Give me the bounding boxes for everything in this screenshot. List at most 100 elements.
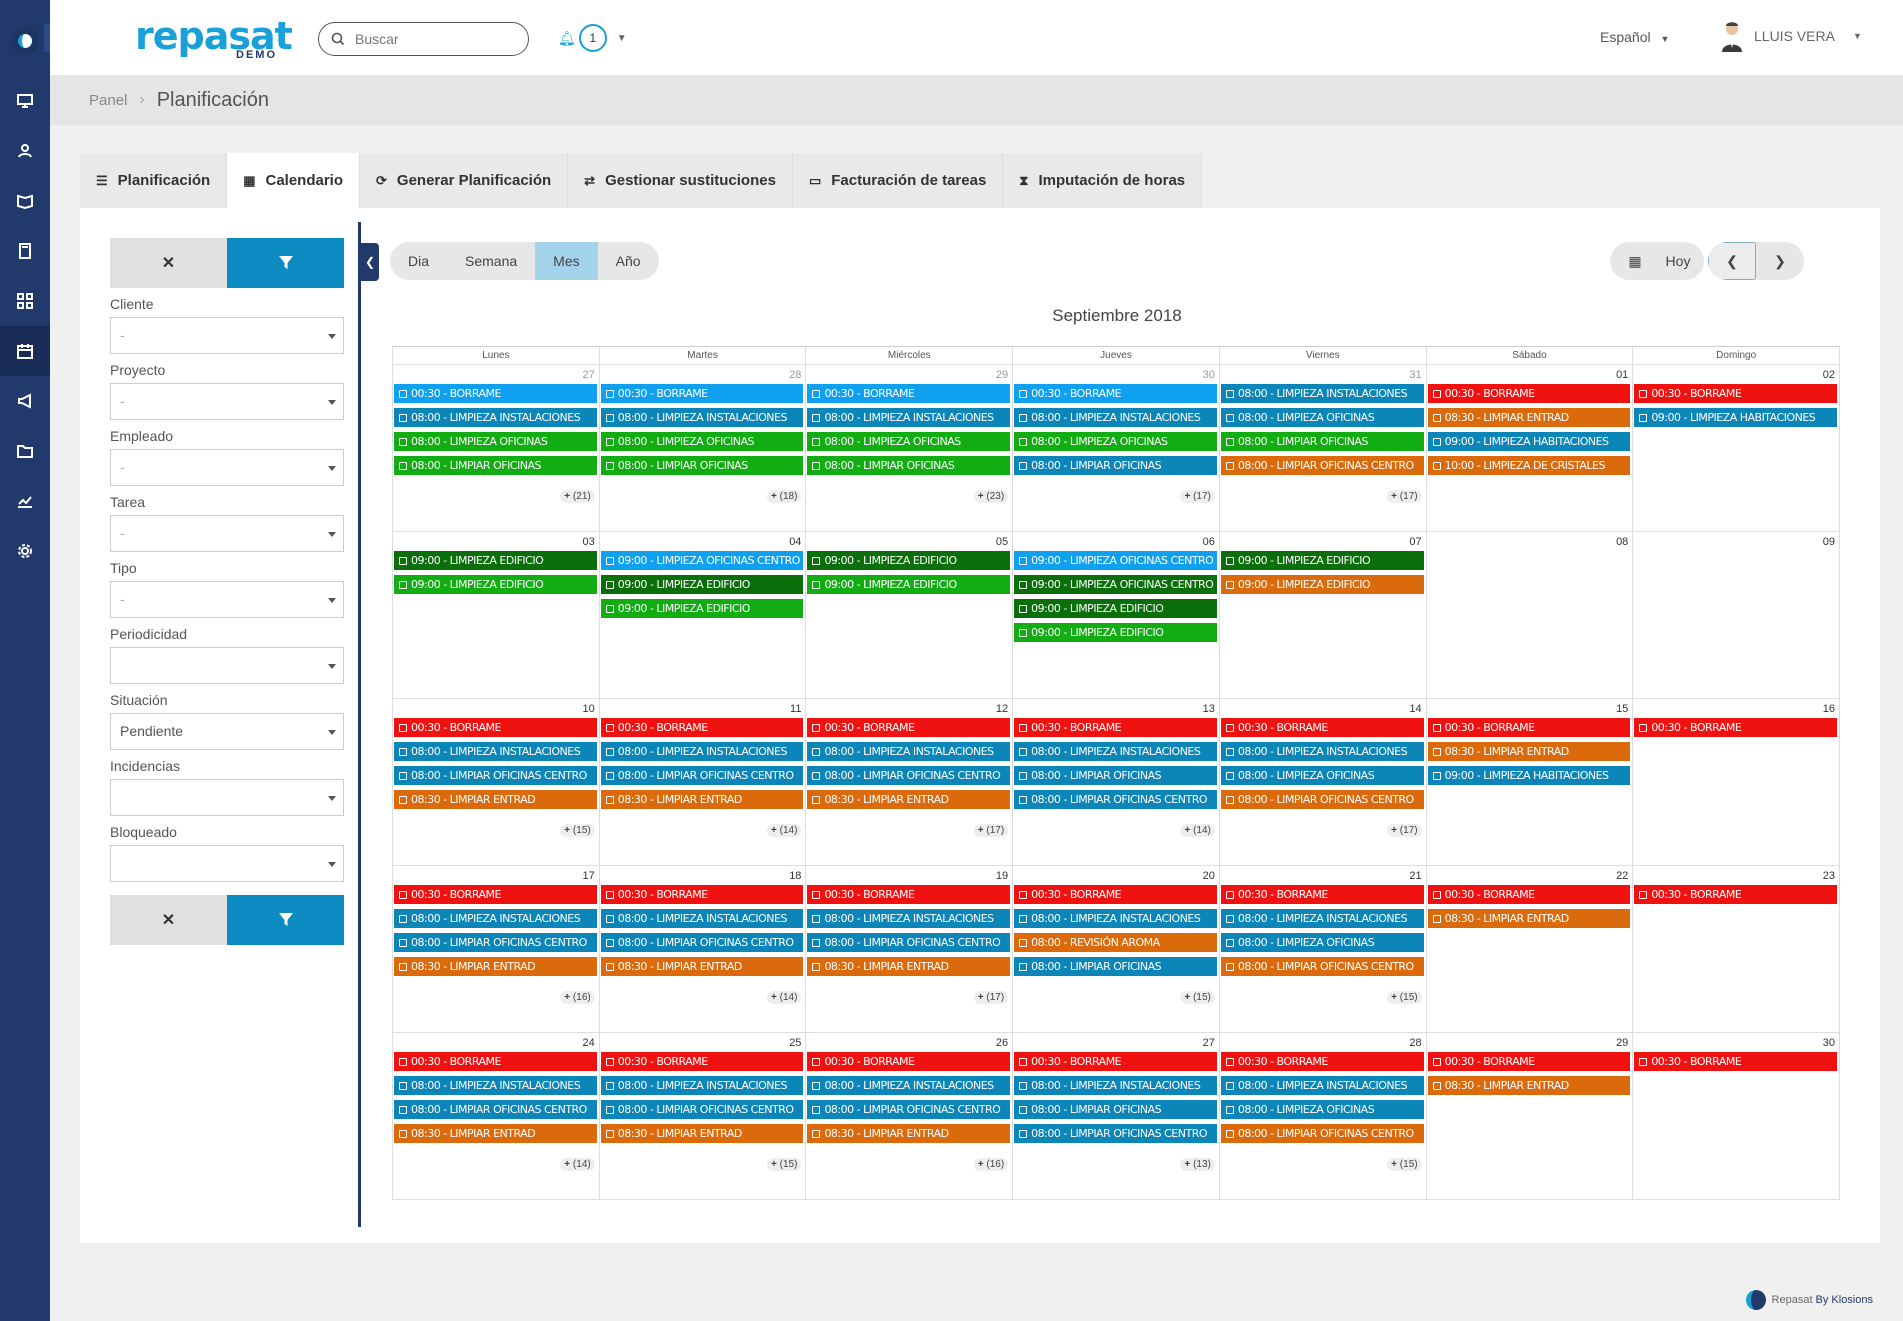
day-cell[interactable]: 01 00:30 - BORRAME 08:30 - LIMPIAR ENTRAD 0… xyxy=(1427,365,1634,531)
day-cell[interactable]: 10 00:30 - BORRAME 08:00 - LIMPIEZA INSTAL… xyxy=(393,699,600,865)
day-number[interactable]: 30 xyxy=(1822,1037,1836,1049)
day-number[interactable]: 03 xyxy=(582,536,595,548)
day-cell[interactable]: 14 00:30 - BORRAME 08:00 - LIMPIEZA INSTAL… xyxy=(1220,699,1427,865)
calendar-event[interactable]: 00:30 - BORRAME xyxy=(1014,1052,1217,1071)
tab-gestionar-sustituciones[interactable]: ⇄ Gestionar sustituciones xyxy=(568,153,793,208)
calendar-event[interactable]: 08:00 - LIMPIAR OFICINAS CENTRO xyxy=(600,933,804,952)
calendar-event[interactable]: 08:00 - LIMPIAR OFICINAS xyxy=(600,456,804,475)
calendar-event[interactable]: 09:00 - LIMPIEZA HABITACIONES xyxy=(1427,766,1631,785)
calendar-event[interactable]: 08:00 - LIMPIAR OFICINAS CENTRO xyxy=(807,766,1011,785)
language-select[interactable]: Español ▼ xyxy=(1600,29,1669,45)
notifications[interactable]: 🔔︎ 1 ▼ xyxy=(558,24,627,52)
tab-calendario[interactable]: ▦ Calendario xyxy=(227,153,361,208)
day-cell[interactable]: 30 00:30 - BORRAME xyxy=(1633,1033,1841,1199)
search-input[interactable] xyxy=(355,31,505,47)
calendar-event[interactable]: 08:00 - LIMPIEZA INSTALACIONES xyxy=(807,742,1011,761)
calendar-event[interactable]: 09:00 - LIMPIEZA EDIFICIO xyxy=(1014,623,1217,642)
more-events-button[interactable]: + (15) xyxy=(1387,991,1422,1004)
calendar-event[interactable]: 09:00 - LIMPIEZA EDIFICIO xyxy=(1014,599,1217,618)
calendar-event[interactable]: 00:30 - BORRAME xyxy=(1220,885,1424,904)
day-number[interactable]: 10 xyxy=(582,703,595,715)
calendar-event[interactable]: 00:30 - BORRAME xyxy=(807,1052,1011,1071)
calendar-event[interactable]: 00:30 - BORRAME xyxy=(1014,718,1217,737)
search-box[interactable] xyxy=(318,22,529,56)
day-number[interactable]: 14 xyxy=(1409,703,1422,715)
calendar-event[interactable]: 00:30 - BORRAME xyxy=(1634,384,1838,403)
calendar-event[interactable]: 09:00 - LIMPIEZA EDIFICIO xyxy=(394,551,597,570)
calendar-event[interactable]: 09:00 - LIMPIEZA EDIFICIO xyxy=(394,575,597,594)
day-number[interactable]: 30 xyxy=(1202,369,1215,381)
more-events-button[interactable]: + (17) xyxy=(1387,824,1422,837)
day-cell[interactable]: 08 xyxy=(1427,532,1634,698)
calendar-event[interactable]: 08:00 - LIMPIAR OFICINAS CENTRO xyxy=(600,1100,804,1119)
clear-filters-button[interactable]: ✕ xyxy=(110,238,227,288)
calendar-event[interactable]: 08:00 - LIMPIAR OFICINAS CENTRO xyxy=(1220,957,1424,976)
day-cell[interactable]: 28 00:30 - BORRAME 08:00 - LIMPIEZA INSTAL… xyxy=(600,365,807,531)
more-events-button[interactable]: + (15) xyxy=(767,1158,802,1171)
day-cell[interactable]: 02 00:30 - BORRAME 09:00 - LIMPIEZA HABITA… xyxy=(1633,365,1841,531)
more-events-button[interactable]: + (17) xyxy=(1387,490,1422,503)
calendar-event[interactable]: 08:00 - LIMPIAR OFICINAS xyxy=(1014,456,1217,475)
more-events-button[interactable]: + (14) xyxy=(1180,824,1215,837)
filter-select-empleado[interactable]: - xyxy=(110,449,344,486)
collapse-filters-button[interactable]: ❮ xyxy=(361,243,379,281)
day-cell[interactable]: 19 00:30 - BORRAME 08:00 - LIMPIEZA INSTAL… xyxy=(806,866,1014,1032)
calendar-event[interactable]: 00:30 - BORRAME xyxy=(1220,718,1424,737)
calendar-event[interactable]: 08:00 - LIMPIEZA INSTALACIONES xyxy=(1014,742,1217,761)
calendar-event[interactable]: 08:00 - LIMPIAR OFICINAS xyxy=(807,456,1011,475)
day-cell[interactable]: 06 09:00 - LIMPIEZA OFICINAS CENTRO 09:00 … xyxy=(1013,532,1220,698)
calendar-event[interactable]: 08:00 - LIMPIEZA INSTALACIONES xyxy=(600,742,804,761)
day-number[interactable]: 18 xyxy=(789,870,802,882)
calendar-event[interactable]: 08:00 - LIMPIEZA INSTALACIONES xyxy=(1220,1076,1424,1095)
day-number[interactable]: 15 xyxy=(1616,703,1629,715)
day-number[interactable]: 25 xyxy=(789,1037,802,1049)
grid-icon[interactable] xyxy=(0,276,50,326)
folder-icon[interactable] xyxy=(0,426,50,476)
day-cell[interactable]: 29 00:30 - BORRAME 08:00 - LIMPIEZA INSTAL… xyxy=(806,365,1014,531)
calendar-event[interactable]: 09:00 - LIMPIEZA HABITACIONES xyxy=(1427,432,1631,451)
calendar-event[interactable]: 08:00 - LIMPIEZA INSTALACIONES xyxy=(1220,384,1424,403)
calculator-icon[interactable] xyxy=(0,226,50,276)
calendar-event[interactable]: 09:00 - LIMPIEZA EDIFICIO xyxy=(807,575,1011,594)
calendar-event[interactable]: 08:30 - LIMPIAR ENTRAD xyxy=(600,790,804,809)
calendar-event[interactable]: 08:00 - LIMPIEZA INSTALACIONES xyxy=(600,1076,804,1095)
calendar-event[interactable]: 08:00 - LIMPIEZA INSTALACIONES xyxy=(1014,408,1217,427)
tab-imputacion-horas[interactable]: ⧗ Imputación de horas xyxy=(1003,153,1203,208)
day-number[interactable]: 28 xyxy=(1409,1037,1422,1049)
calendar-event[interactable]: 00:30 - BORRAME xyxy=(1014,384,1217,403)
more-events-button[interactable]: + (17) xyxy=(973,824,1009,837)
tab-facturacion-tareas[interactable]: ▭ Facturación de tareas xyxy=(792,153,1004,208)
more-events-button[interactable]: + (18) xyxy=(767,490,802,503)
calendar-event[interactable]: 09:00 - LIMPIEZA EDIFICIO xyxy=(1220,575,1424,594)
calendar-event[interactable]: 08:00 - LIMPIEZA OFICINAS xyxy=(1014,432,1217,451)
day-cell[interactable]: 31 08:00 - LIMPIEZA INSTALACIONES 08:00 - … xyxy=(1220,365,1427,531)
more-events-button[interactable]: + (17) xyxy=(973,991,1009,1004)
day-cell[interactable]: 07 09:00 - LIMPIEZA EDIFICIO 09:00 - LIMPI… xyxy=(1220,532,1427,698)
calendar-event[interactable]: 08:00 - LIMPIEZA INSTALACIONES xyxy=(600,909,804,928)
view-week-button[interactable]: Semana xyxy=(465,253,518,269)
calendar-event[interactable]: 09:00 - LIMPIEZA EDIFICIO xyxy=(600,575,804,594)
calendar-event[interactable]: 08:00 - LIMPIAR OFICINAS CENTRO xyxy=(1220,790,1424,809)
day-cell[interactable]: 25 00:30 - BORRAME 08:00 - LIMPIEZA INSTAL… xyxy=(600,1033,807,1199)
calendar-event[interactable]: 08:00 - LIMPIEZA INSTALACIONES xyxy=(807,909,1011,928)
calendar-event[interactable]: 08:30 - LIMPIAR ENTRAD xyxy=(807,790,1011,809)
calendar-event[interactable]: 08:00 - LIMPIAR OFICINAS CENTRO xyxy=(807,1100,1011,1119)
tab-planificacion[interactable]: ☰ Planificación xyxy=(80,153,228,208)
day-cell[interactable]: 23 00:30 - BORRAME xyxy=(1633,866,1841,1032)
megaphone-icon[interactable] xyxy=(0,376,50,426)
day-number[interactable]: 27 xyxy=(582,369,595,381)
day-number[interactable]: 07 xyxy=(1409,536,1422,548)
day-number[interactable]: 31 xyxy=(1409,369,1422,381)
footer-by[interactable]: By Klosions xyxy=(1815,1294,1873,1306)
day-cell[interactable]: 18 00:30 - BORRAME 08:00 - LIMPIEZA INSTAL… xyxy=(600,866,807,1032)
more-events-button[interactable]: + (14) xyxy=(767,991,802,1004)
calendar-event[interactable]: 08:00 - LIMPIAR OFICINAS xyxy=(394,456,597,475)
calendar-event[interactable]: 08:30 - LIMPIAR ENTRAD xyxy=(394,790,597,809)
calendar-event[interactable]: 08:30 - LIMPIAR ENTRAD xyxy=(394,1124,597,1143)
calendar-event[interactable]: 08:00 - LIMPIAR OFICINAS CENTRO xyxy=(394,933,597,952)
calendar-event[interactable]: 08:00 - LIMPIEZA INSTALACIONES xyxy=(394,909,597,928)
day-cell[interactable]: 16 00:30 - BORRAME xyxy=(1633,699,1841,865)
calendar-event[interactable]: 08:00 - LIMPIEZA OFICINAS xyxy=(1220,766,1424,785)
day-cell[interactable]: 22 00:30 - BORRAME 08:30 - LIMPIAR ENTRAD xyxy=(1427,866,1634,1032)
calendar-event[interactable]: 08:00 - LIMPIEZA OFICINAS xyxy=(394,432,597,451)
